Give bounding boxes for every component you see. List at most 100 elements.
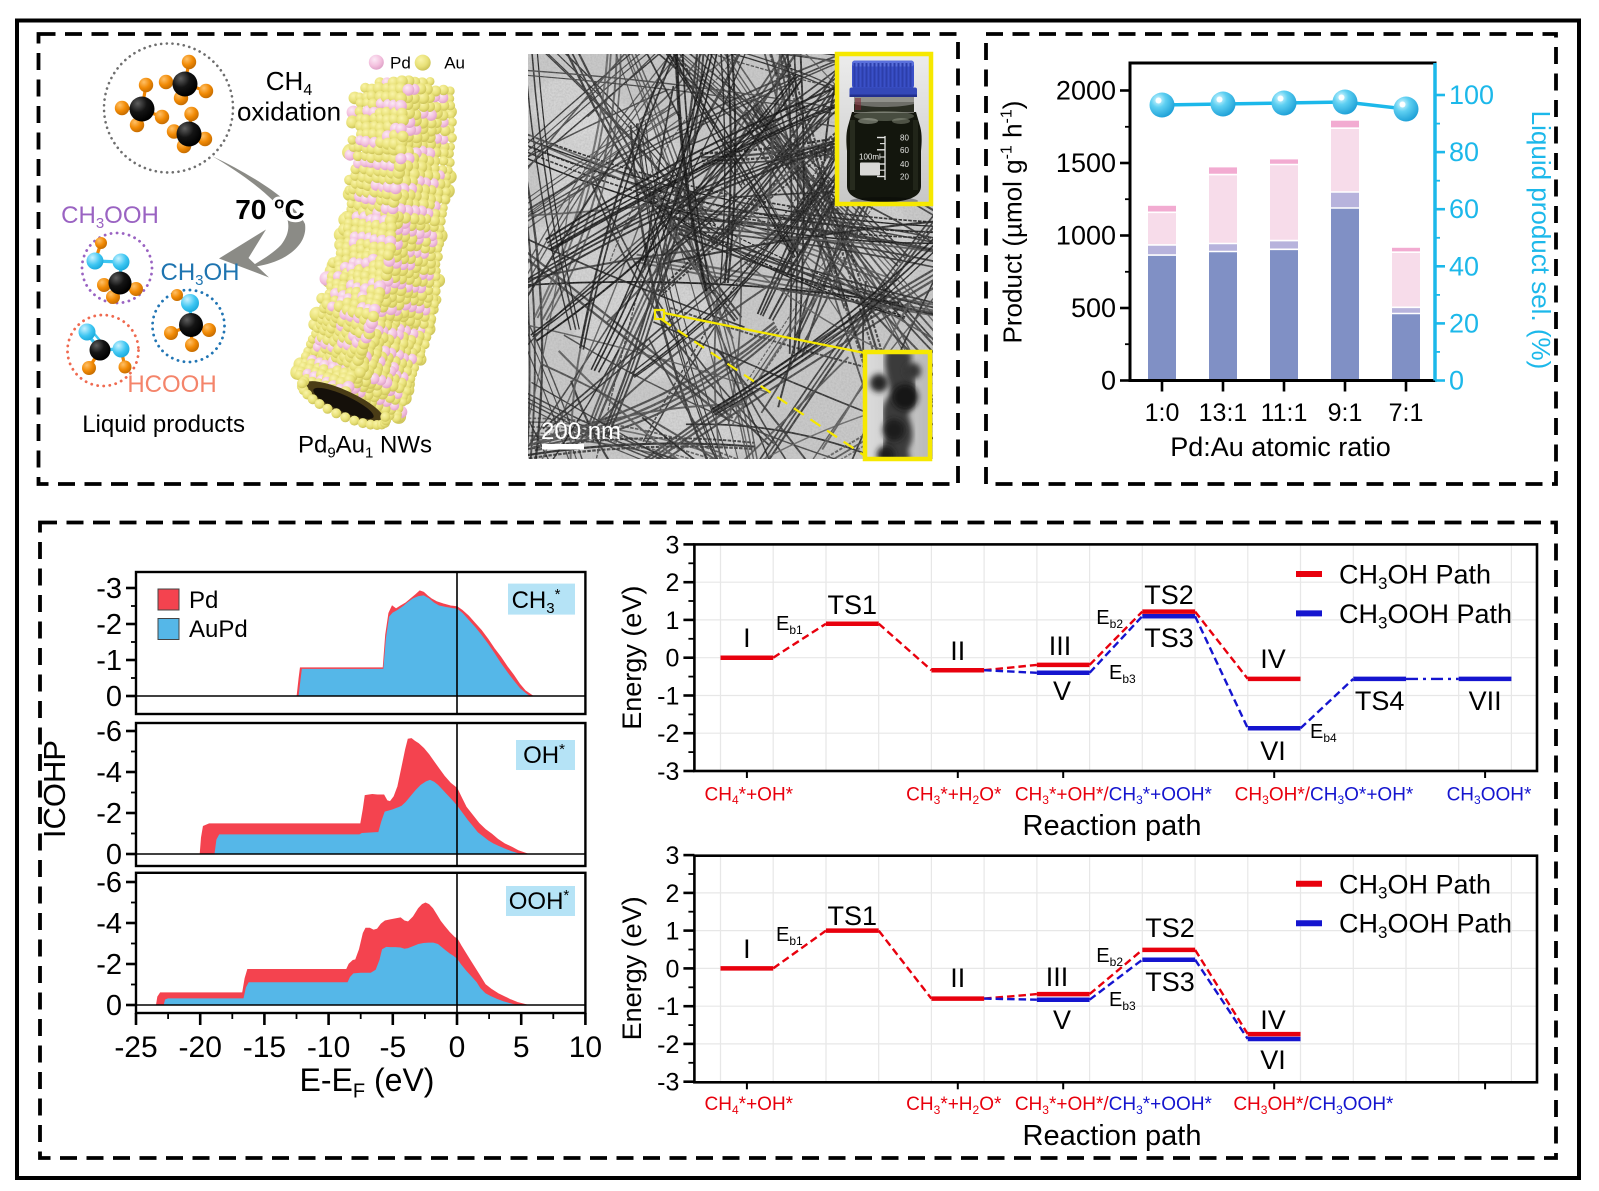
svg-text:-3: -3 xyxy=(657,1069,679,1097)
svg-text:CH3OOH: CH3OOH xyxy=(61,202,159,232)
svg-text:200 nm: 200 nm xyxy=(541,418,621,445)
svg-text:-6: -6 xyxy=(96,716,122,748)
svg-text:OOH*: OOH* xyxy=(509,887,570,915)
svg-text:I: I xyxy=(743,623,751,653)
svg-text:0: 0 xyxy=(106,681,122,713)
svg-text:-2: -2 xyxy=(657,720,679,748)
svg-text:-3: -3 xyxy=(657,758,679,786)
svg-text:0: 0 xyxy=(106,990,122,1022)
svg-text:TS2: TS2 xyxy=(1145,913,1195,943)
svg-text:0: 0 xyxy=(449,1031,466,1064)
svg-text:IV: IV xyxy=(1260,644,1286,674)
svg-text:VI: VI xyxy=(1260,736,1286,766)
svg-text:TS4: TS4 xyxy=(1355,686,1405,716)
svg-text:CH3*: CH3* xyxy=(512,586,561,617)
svg-text:Energy (eV): Energy (eV) xyxy=(617,586,647,730)
svg-text:13:1: 13:1 xyxy=(1199,399,1248,427)
svg-text:CH3*+OH*/CH3*+OOH*: CH3*+OH*/CH3*+OOH* xyxy=(1015,784,1213,807)
svg-text:VI: VI xyxy=(1260,1045,1286,1075)
svg-text:10: 10 xyxy=(569,1031,602,1064)
svg-text:20: 20 xyxy=(1449,308,1479,338)
svg-text:VII: VII xyxy=(1469,686,1502,716)
svg-text:CH3*+H2O*: CH3*+H2O* xyxy=(906,784,1002,807)
svg-text:0: 0 xyxy=(106,839,122,871)
svg-text:oxidation: oxidation xyxy=(237,97,341,127)
svg-text:-1: -1 xyxy=(657,993,679,1021)
svg-text:2000: 2000 xyxy=(1056,76,1116,106)
svg-text:Eb1: Eb1 xyxy=(776,613,803,637)
svg-text:2: 2 xyxy=(665,880,679,908)
svg-text:CH3OH Path: CH3OH Path xyxy=(1339,869,1491,902)
svg-text:1500: 1500 xyxy=(1056,148,1116,178)
svg-text:AuPd: AuPd xyxy=(189,616,248,643)
svg-text:5: 5 xyxy=(513,1031,530,1064)
svg-text:70 oC: 70 oC xyxy=(235,193,305,225)
svg-text:Eb2: Eb2 xyxy=(1096,945,1123,969)
svg-text:ICOHP: ICOHP xyxy=(37,740,72,838)
svg-text:Eb4: Eb4 xyxy=(1310,721,1337,745)
svg-text:2: 2 xyxy=(665,569,679,597)
svg-text:60: 60 xyxy=(1449,194,1479,224)
svg-text:CH3OH*/CH3OOH*: CH3OH*/CH3OOH* xyxy=(1233,1094,1394,1117)
svg-text:II: II xyxy=(950,963,965,993)
svg-text:CH3OH: CH3OH xyxy=(160,259,239,289)
svg-text:TS1: TS1 xyxy=(828,901,878,931)
svg-text:Au: Au xyxy=(444,54,465,73)
svg-text:CH4*+OH*: CH4*+OH* xyxy=(705,1094,794,1117)
svg-text:I: I xyxy=(743,934,751,964)
svg-text:-3: -3 xyxy=(96,573,122,605)
svg-text:100ml: 100ml xyxy=(859,153,881,162)
svg-text:CH3OOH Path: CH3OOH Path xyxy=(1339,599,1512,632)
svg-text:CH4: CH4 xyxy=(266,66,313,99)
svg-text:-20: -20 xyxy=(179,1031,222,1064)
svg-text:CH3OOH Path: CH3OOH Path xyxy=(1339,909,1512,942)
svg-text:IV: IV xyxy=(1260,1005,1286,1035)
svg-text:1:0: 1:0 xyxy=(1145,399,1180,427)
svg-text:Liquid product sel. (%): Liquid product sel. (%) xyxy=(1526,111,1556,370)
svg-text:11:1: 11:1 xyxy=(1261,399,1308,427)
svg-text:Pd:Au atomic ratio: Pd:Au atomic ratio xyxy=(1170,432,1391,462)
svg-text:-2: -2 xyxy=(96,609,122,641)
svg-text:TS1: TS1 xyxy=(828,590,878,620)
svg-text:1000: 1000 xyxy=(1056,221,1116,251)
svg-text:TS2: TS2 xyxy=(1144,580,1194,610)
svg-text:100: 100 xyxy=(1449,80,1494,110)
svg-text:0: 0 xyxy=(1449,366,1464,396)
svg-text:-2: -2 xyxy=(657,1031,679,1059)
svg-text:500: 500 xyxy=(1071,293,1116,323)
svg-text:-15: -15 xyxy=(243,1031,286,1064)
svg-text:TS3: TS3 xyxy=(1145,967,1195,997)
svg-text:Liquid products: Liquid products xyxy=(82,411,245,438)
svg-text:CH3OOH*: CH3OOH* xyxy=(1447,784,1532,807)
svg-text:-6: -6 xyxy=(96,867,122,899)
svg-text:-1: -1 xyxy=(657,683,679,711)
svg-text:OH*: OH* xyxy=(523,741,565,769)
svg-text:-4: -4 xyxy=(96,757,122,789)
svg-text:Eb3: Eb3 xyxy=(1109,989,1136,1013)
svg-text:7:1: 7:1 xyxy=(1389,399,1424,427)
svg-text:V: V xyxy=(1053,676,1071,706)
svg-text:20: 20 xyxy=(900,173,909,182)
svg-text:1: 1 xyxy=(665,607,679,635)
svg-text:CH3*+H2O*: CH3*+H2O* xyxy=(906,1094,1002,1117)
svg-text:40: 40 xyxy=(900,160,909,169)
svg-text:HCOOH: HCOOH xyxy=(127,371,216,398)
svg-text:Reaction path: Reaction path xyxy=(1023,810,1202,842)
svg-text:9:1: 9:1 xyxy=(1328,399,1363,427)
svg-text:-2: -2 xyxy=(96,798,122,830)
svg-text:40: 40 xyxy=(1449,251,1479,281)
svg-text:3: 3 xyxy=(665,842,679,870)
svg-text:0: 0 xyxy=(665,645,679,673)
svg-text:Product (µmol g-1 h-1): Product (µmol g-1 h-1) xyxy=(998,101,1028,344)
svg-text:CH4*+OH*: CH4*+OH* xyxy=(705,784,794,807)
svg-text:CH3OH*/CH3O*+OH*: CH3OH*/CH3O*+OH* xyxy=(1235,784,1414,807)
svg-text:-25: -25 xyxy=(114,1031,157,1064)
svg-text:Pd: Pd xyxy=(390,54,411,73)
svg-text:III: III xyxy=(1049,631,1072,661)
svg-text:Pd9Au1 NWs: Pd9Au1 NWs xyxy=(298,432,432,462)
svg-text:1: 1 xyxy=(665,918,679,946)
svg-text:Energy (eV): Energy (eV) xyxy=(617,896,647,1040)
svg-text:V: V xyxy=(1053,1005,1071,1035)
svg-text:CH3OH Path: CH3OH Path xyxy=(1339,560,1491,593)
svg-text:III: III xyxy=(1046,962,1069,992)
